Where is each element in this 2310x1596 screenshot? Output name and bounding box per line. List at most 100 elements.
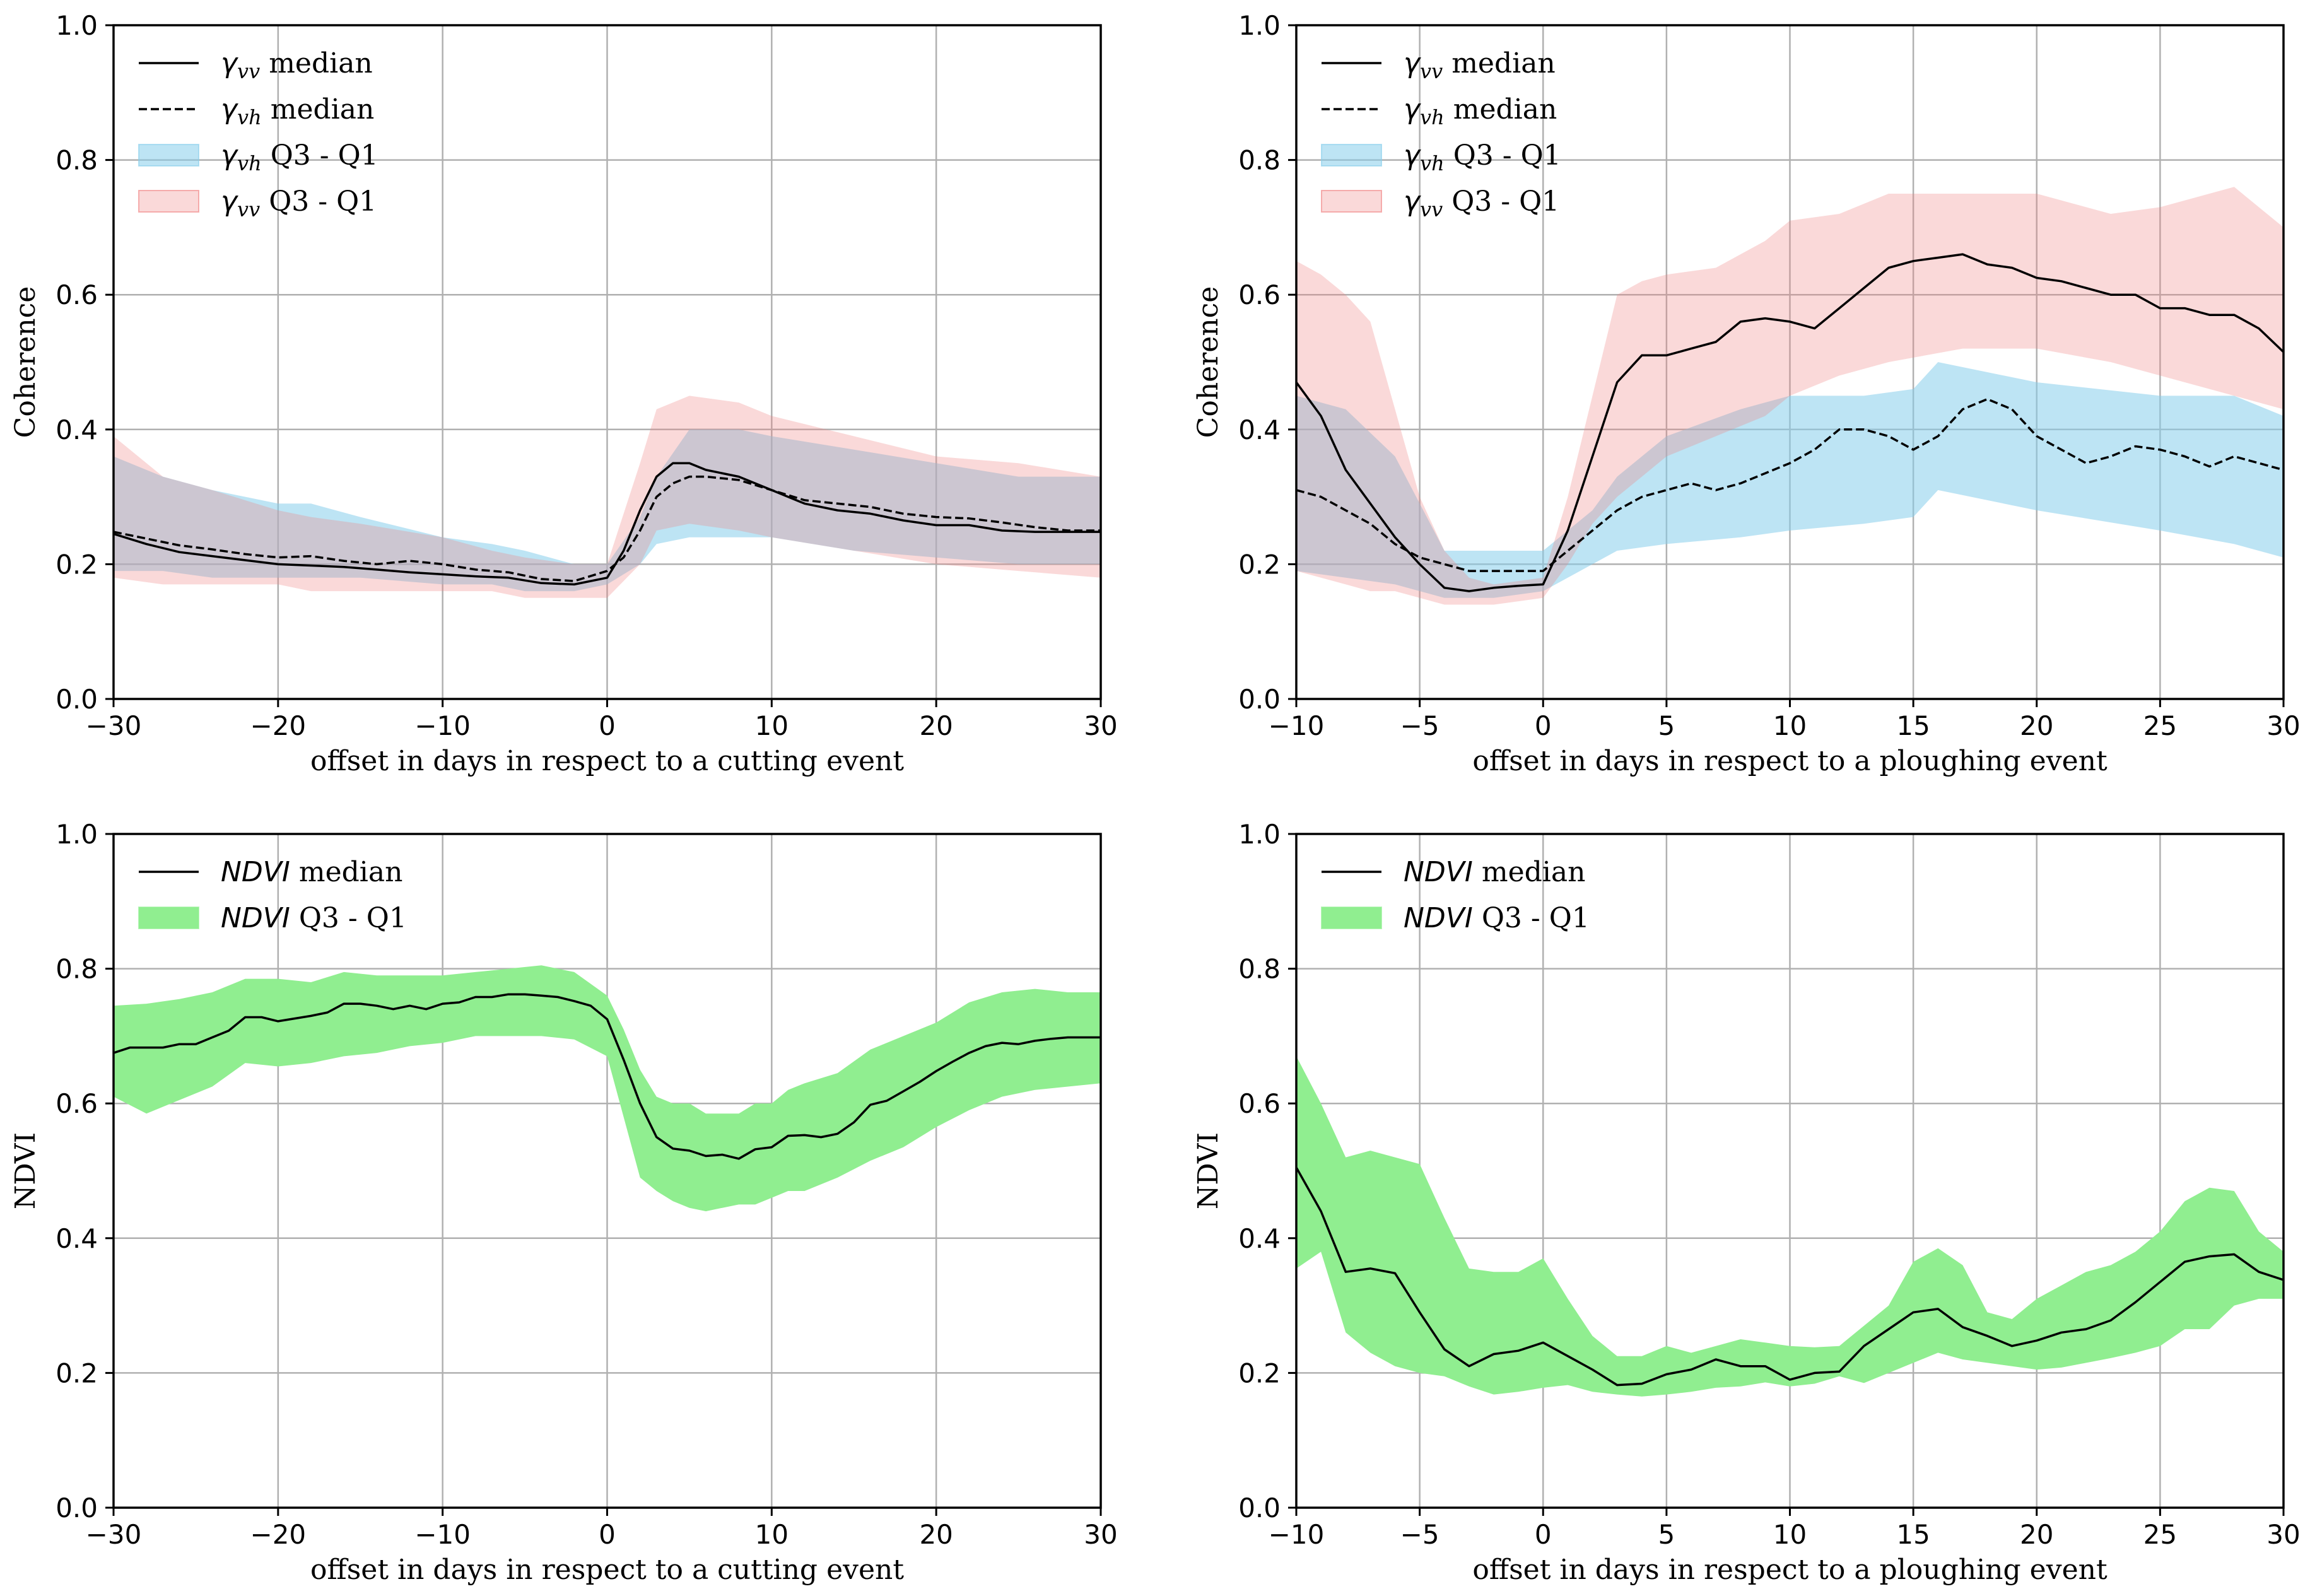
- y-axis-label: NDVI: [9, 1132, 42, 1209]
- y-tick-label: 0.8: [56, 145, 98, 176]
- y-axis-label: NDVI: [1192, 1132, 1224, 1209]
- y-tick-label: 0.0: [56, 684, 98, 715]
- iqr-band-0: [1296, 362, 2284, 598]
- x-axis-label: offset in days in respect to a ploughing…: [1472, 1554, 2108, 1586]
- legend: NDVI median NDVI Q3 - Q1: [138, 856, 407, 934]
- legend-patch: [138, 190, 199, 213]
- y-tick-label: 0.0: [56, 1493, 98, 1523]
- legend-patch: [1321, 907, 1382, 929]
- x-tick-label: 30: [1084, 710, 1117, 741]
- y-tick-label: 0.0: [1238, 684, 1281, 715]
- legend-patch: [1321, 190, 1382, 213]
- x-tick-label: 5: [1658, 1519, 1675, 1550]
- legend-entry-label: NDVI Q3 - Q1: [1404, 902, 1590, 934]
- y-tick-label: 0.6: [56, 1088, 98, 1119]
- y-tick-label: 1.0: [1238, 10, 1281, 41]
- iqr-band-0: [114, 965, 1101, 1212]
- x-tick-label: −20: [250, 710, 307, 741]
- x-tick-label: 20: [919, 1519, 953, 1550]
- y-tick-label: 0.2: [56, 1358, 98, 1388]
- y-tick-label: 0.4: [56, 1223, 98, 1254]
- x-tick-label: −10: [414, 1519, 471, 1550]
- panel-coherence-cutting: −30 −20 −10 0 10 20 30 0.0 0.2 0.4 0.6 0.8 1.0 offset…: [9, 10, 1118, 777]
- iqr-band-0: [1296, 1056, 2284, 1397]
- x-tick-label: −5: [1400, 710, 1439, 741]
- legend-entry-label: γvh Q3 - Q1: [1404, 139, 1561, 175]
- x-tick-label: 0: [1535, 710, 1552, 741]
- x-axis-label: offset in days in respect to a ploughing…: [1472, 745, 2108, 777]
- x-tick-label: 20: [919, 710, 953, 741]
- legend-entry-label: γvv Q3 - Q1: [1404, 185, 1559, 221]
- legend: γvv median γvh median γvh Q3 - Q1 γvv Q3 - …: [138, 47, 378, 221]
- y-axis-label: Coherence: [1192, 286, 1224, 438]
- y-tick-label: 0.2: [56, 549, 98, 580]
- x-tick-label: 30: [1084, 1519, 1117, 1550]
- median-line-1: [1296, 397, 2284, 572]
- y-tick-label: 0.4: [56, 414, 98, 445]
- median-line-0: [1296, 1166, 2284, 1387]
- x-tick-label: 30: [2266, 710, 2300, 741]
- x-tick-label: −10: [1269, 1519, 1325, 1550]
- y-tick-label: 0.6: [1238, 1088, 1281, 1119]
- x-tick-label: 15: [1896, 710, 1930, 741]
- y-tick-label: 0.6: [56, 279, 98, 310]
- x-axis-label: offset in days in respect to a cutting e…: [310, 745, 904, 777]
- y-tick-label: 0.8: [1238, 145, 1281, 176]
- x-tick-label: 0: [1535, 1519, 1552, 1550]
- x-tick-label: 20: [2020, 710, 2053, 741]
- y-tick-label: 0.6: [1238, 279, 1281, 310]
- x-tick-label: 10: [755, 710, 789, 741]
- x-axis-label: offset in days in respect to a cutting e…: [310, 1554, 904, 1586]
- x-tick-label: 5: [1658, 710, 1675, 741]
- legend-entry-label: γvv Q3 - Q1: [221, 185, 377, 221]
- y-tick-label: 0.0: [1238, 1493, 1281, 1523]
- iqr-band-0: [114, 429, 1101, 592]
- median-line-0: [114, 993, 1101, 1160]
- legend: NDVI median NDVI Q3 - Q1: [1321, 856, 1590, 934]
- x-tick-label: −30: [86, 710, 142, 741]
- y-tick-label: 1.0: [1238, 819, 1281, 850]
- plot-area: [114, 965, 1101, 1212]
- y-tick-label: 0.2: [1238, 549, 1281, 580]
- x-tick-label: 10: [1773, 710, 1807, 741]
- x-tick-label: 10: [1773, 1519, 1807, 1550]
- median-line-1: [114, 475, 1101, 582]
- x-tick-label: −30: [86, 1519, 142, 1550]
- legend: γvv median γvh median γvh Q3 - Q1 γvv Q3 - …: [1321, 47, 1561, 221]
- plot-area: [1296, 1056, 2284, 1397]
- x-tick-label: −20: [250, 1519, 307, 1550]
- legend-entry-label: γvh Q3 - Q1: [221, 139, 378, 175]
- legend-entry-label: NDVI median: [221, 856, 402, 888]
- panel-ndvi-cutting: −30 −20 −10 0 10 20 30 0.0 0.2 0.4 0.6 0.8 1.0 offset…: [9, 819, 1118, 1586]
- legend-patch: [138, 144, 199, 167]
- y-tick-label: 1.0: [56, 819, 98, 850]
- legend-patch: [1321, 144, 1382, 167]
- y-axis-label: Coherence: [9, 286, 42, 438]
- x-tick-label: −10: [1269, 710, 1325, 741]
- legend-entry-label: NDVI median: [1404, 856, 1585, 888]
- legend-entry-label: γvh median: [221, 93, 374, 129]
- y-tick-label: 0.4: [1238, 414, 1281, 445]
- x-tick-label: 0: [599, 1519, 616, 1550]
- y-tick-label: 0.8: [56, 954, 98, 985]
- y-tick-label: 1.0: [56, 10, 98, 41]
- x-tick-label: 20: [2020, 1519, 2053, 1550]
- legend-entry-label: γvv median: [1404, 47, 1556, 83]
- median-line-0: [114, 462, 1101, 586]
- x-tick-label: 10: [755, 1519, 789, 1550]
- legend-entry-label: γvv median: [221, 47, 373, 83]
- panel-ndvi-ploughing: −10 −5 0 5 10 15 20 25 30 0.0 0.2 0.4 0.6 0.8 1.0 offse…: [1192, 819, 2301, 1586]
- iqr-band-1: [1296, 187, 2284, 605]
- legend-patch: [138, 907, 199, 929]
- y-tick-label: 0.2: [1238, 1358, 1281, 1388]
- plot-area: [114, 396, 1101, 598]
- x-tick-label: 25: [2143, 710, 2177, 741]
- x-tick-label: −5: [1400, 1519, 1439, 1550]
- x-tick-label: 0: [599, 710, 616, 741]
- x-tick-label: 30: [2266, 1519, 2300, 1550]
- x-tick-label: 15: [1896, 1519, 1930, 1550]
- legend-entry-label: NDVI Q3 - Q1: [221, 902, 407, 934]
- panel-coherence-ploughing: −10 −5 0 5 10 15 20 25 30 0.0 0.2 0.4 0.6 0.8 1.0 offse…: [1192, 10, 2301, 777]
- legend-entry-label: γvh median: [1404, 93, 1557, 129]
